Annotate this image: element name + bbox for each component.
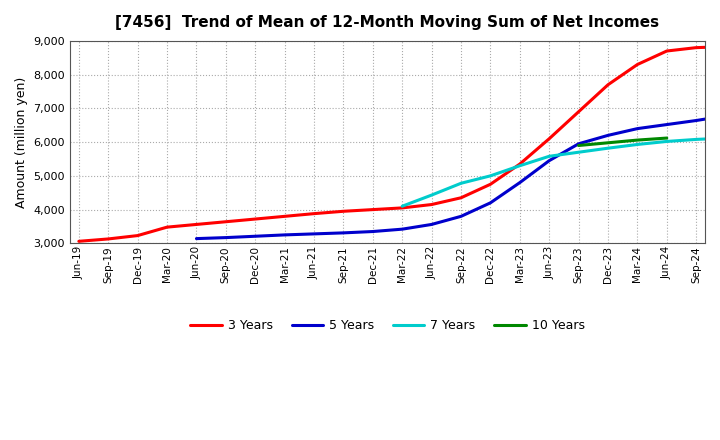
3 Years <box>575 109 583 114</box>
7 Years <box>516 163 524 169</box>
7 Years <box>456 181 465 186</box>
5 Years <box>339 230 348 235</box>
3 Years <box>603 82 612 88</box>
7 Years <box>633 142 642 147</box>
Line: 10 Years: 10 Years <box>579 138 667 146</box>
5 Years <box>192 236 201 241</box>
3 Years <box>456 195 465 201</box>
7 Years <box>427 192 436 198</box>
5 Years <box>545 158 554 163</box>
Line: 5 Years: 5 Years <box>197 103 720 238</box>
5 Years <box>310 231 318 237</box>
3 Years <box>369 207 377 212</box>
3 Years <box>251 216 259 222</box>
10 Years <box>603 140 612 146</box>
7 Years <box>662 139 671 144</box>
5 Years <box>398 227 407 232</box>
7 Years <box>603 146 612 151</box>
3 Years <box>222 219 230 224</box>
Title: [7456]  Trend of Mean of 12-Month Moving Sum of Net Incomes: [7456] Trend of Mean of 12-Month Moving … <box>115 15 660 30</box>
7 Years <box>692 137 701 142</box>
5 Years <box>280 232 289 238</box>
3 Years <box>75 238 84 244</box>
3 Years <box>339 209 348 214</box>
3 Years <box>280 214 289 219</box>
3 Years <box>398 205 407 211</box>
5 Years <box>456 214 465 219</box>
3 Years <box>133 233 142 238</box>
10 Years <box>633 137 642 143</box>
3 Years <box>486 182 495 187</box>
3 Years <box>662 48 671 54</box>
5 Years <box>427 222 436 227</box>
5 Years <box>633 126 642 131</box>
7 Years <box>398 204 407 209</box>
3 Years <box>163 224 171 230</box>
3 Years <box>427 202 436 207</box>
5 Years <box>486 200 495 205</box>
3 Years <box>692 45 701 50</box>
10 Years <box>575 143 583 148</box>
Line: 3 Years: 3 Years <box>79 45 720 241</box>
5 Years <box>222 235 230 240</box>
3 Years <box>516 161 524 167</box>
3 Years <box>192 222 201 227</box>
5 Years <box>692 118 701 123</box>
5 Years <box>603 133 612 138</box>
Legend: 3 Years, 5 Years, 7 Years, 10 Years: 3 Years, 5 Years, 7 Years, 10 Years <box>185 314 590 337</box>
7 Years <box>486 173 495 179</box>
5 Years <box>369 229 377 234</box>
5 Years <box>251 234 259 239</box>
5 Years <box>575 141 583 147</box>
7 Years <box>575 150 583 155</box>
5 Years <box>516 180 524 185</box>
10 Years <box>662 136 671 141</box>
3 Years <box>545 136 554 141</box>
3 Years <box>104 236 112 242</box>
Y-axis label: Amount (million yen): Amount (million yen) <box>15 77 28 208</box>
Line: 7 Years: 7 Years <box>402 137 720 206</box>
3 Years <box>310 211 318 216</box>
3 Years <box>633 62 642 67</box>
7 Years <box>545 154 554 159</box>
5 Years <box>662 122 671 127</box>
